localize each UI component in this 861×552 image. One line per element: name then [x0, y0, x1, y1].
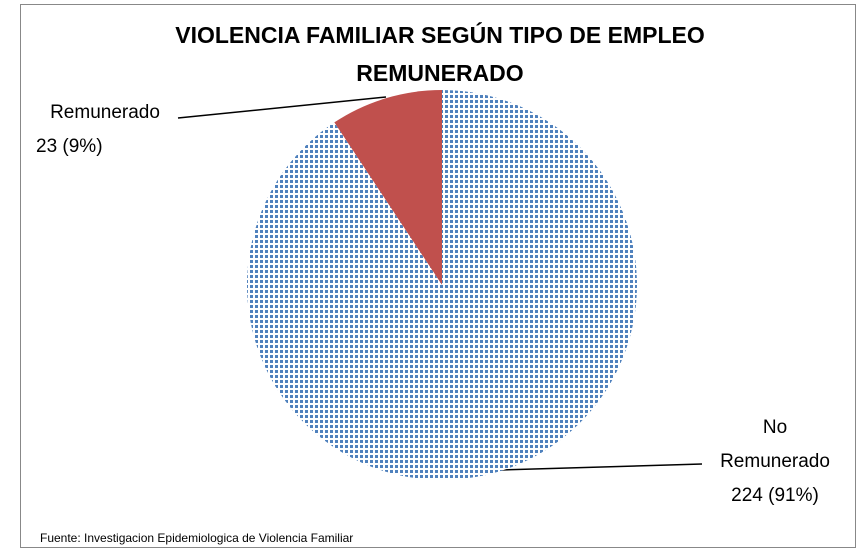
pie-slice — [247, 90, 638, 480]
chart-title: VIOLENCIA FAMILIAR SEGÚN TIPO DE EMPLEO … — [175, 22, 705, 86]
slice-label: No Remunerado 224 (91%) — [700, 411, 850, 513]
category-label: Remunerado — [50, 102, 160, 123]
value-label: 23 (9%) — [36, 136, 103, 157]
leader-line — [499, 463, 703, 471]
chart-frame — [20, 4, 856, 548]
slice-label: Remunerado 23 (9%) — [30, 96, 180, 164]
pie-slice — [334, 90, 442, 285]
category-label: No Remunerado — [720, 417, 830, 472]
leader-line — [177, 96, 387, 119]
source-note: Fuente: Investigacion Epidemiologica de … — [40, 531, 354, 545]
value-label: 224 (91%) — [731, 485, 819, 506]
